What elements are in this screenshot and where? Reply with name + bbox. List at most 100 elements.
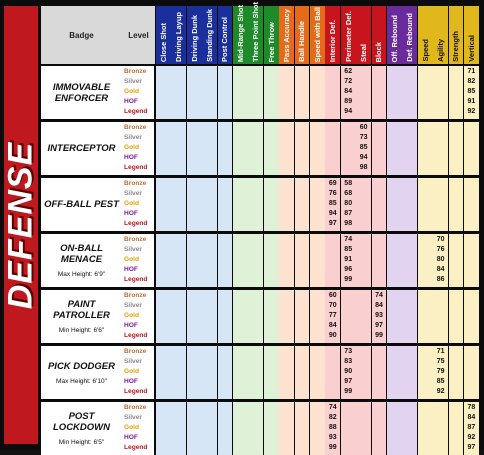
attribute-value: 78: [467, 404, 476, 411]
attribute-column: [263, 122, 279, 175]
attribute-value: 58: [344, 180, 353, 187]
attribute-column: [263, 66, 279, 119]
attribute-column: [448, 122, 464, 175]
attribute-column: [387, 290, 402, 343]
attribute-column: [310, 290, 325, 343]
attribute-value: 85: [359, 144, 368, 151]
attribute-column: [233, 346, 248, 399]
attribute-column: [356, 402, 371, 455]
attribute-value: 60: [328, 292, 337, 299]
level-label: Bronze: [124, 404, 147, 411]
header-label: Pass Accuracy: [282, 8, 292, 62]
level-label: Gold: [124, 368, 140, 375]
header-block: Block: [371, 6, 387, 64]
level-label: Silver: [124, 190, 142, 197]
header-label: Three Point Shot: [251, 2, 261, 62]
attribute-column: [233, 122, 248, 175]
attribute-column: [217, 402, 233, 455]
header-label: Driving Layup: [174, 11, 184, 62]
attribute-column: [156, 122, 171, 175]
attribute-value: 84: [375, 302, 383, 309]
attribute-column: [186, 290, 202, 343]
attribute-column: [371, 234, 387, 287]
attribute-column: [356, 122, 371, 175]
attribute-value: 79: [436, 368, 445, 375]
attribute-column: [310, 66, 325, 119]
attribute-value: 62: [344, 68, 353, 75]
badge-height-limit: Min Height: 6'5": [58, 439, 105, 446]
level-label: Bronze: [124, 292, 147, 299]
header-standing-dunk: Standing Dunk: [202, 6, 217, 64]
level-label: Gold: [124, 312, 140, 319]
attribute-column: [156, 178, 171, 231]
attribute-column: [156, 66, 171, 119]
attribute-value: 80: [436, 256, 445, 263]
attribute-column: [356, 66, 371, 119]
attribute-column: [417, 122, 433, 175]
attribute-value: 87: [344, 210, 353, 217]
badge-levels: Bronze Silver Gold HOF Legend: [122, 178, 154, 231]
header-interior-def: Interior Def.: [325, 6, 341, 64]
attribute-column: [202, 402, 217, 455]
level-label: Legend: [124, 388, 148, 395]
attribute-column: [217, 178, 233, 231]
attribute-column: [356, 290, 371, 343]
attribute-value: 87: [467, 424, 476, 431]
attribute-column: [248, 402, 264, 455]
attribute-column: [325, 346, 341, 399]
attribute-column: [340, 178, 356, 231]
attribute-value: 72: [344, 78, 353, 85]
attribute-column: [387, 178, 402, 231]
attribute-column: [310, 346, 325, 399]
attribute-value: 74: [344, 236, 353, 243]
attribute-value: 90: [328, 332, 337, 339]
level-label: HOF: [124, 154, 138, 161]
attribute-column: [217, 234, 233, 287]
attribute-column: [448, 290, 464, 343]
header-steal: Steal: [356, 6, 371, 64]
attribute-column: [464, 122, 479, 175]
attribute-column: [387, 234, 402, 287]
badge-block: ON-BALL MENACE Max Height: 6'9" Bronze Silv…: [41, 234, 481, 287]
header-label: Driving Dunk: [189, 15, 199, 62]
badge-name-cell: INTERCEPTOR: [41, 122, 122, 175]
level-label: Bronze: [124, 348, 147, 355]
attribute-column: [340, 290, 356, 343]
attribute-value: 96: [344, 266, 353, 273]
attribute-value: 91: [467, 98, 476, 105]
attribute-column: [171, 122, 187, 175]
badge-name: ON-BALL MENACE: [60, 243, 103, 265]
level-label: Legend: [124, 108, 148, 115]
attribute-value: 84: [467, 414, 476, 421]
header-pass-accuracy: Pass Accuracy: [279, 6, 294, 64]
badge-levels: Bronze Silver Gold HOF Legend: [122, 234, 154, 287]
badge-name: PAINT PATROLLER: [53, 299, 110, 321]
attribute-column: [340, 346, 356, 399]
header-label: Strength: [451, 31, 461, 62]
attribute-value: 76: [328, 190, 337, 197]
header-label: Interior Def.: [328, 19, 338, 62]
attribute-column: [294, 346, 310, 399]
attribute-value: 93: [375, 312, 383, 319]
badge-block: OFF-BALL PEST Bronze Silver Gold HOF Legend 69…: [41, 178, 481, 231]
attribute-column: [248, 178, 264, 231]
attribute-value: 99: [344, 388, 353, 395]
level-label: Silver: [124, 134, 142, 141]
level-label: Gold: [124, 200, 140, 207]
attribute-value: 98: [359, 164, 368, 171]
attribute-column: [279, 290, 294, 343]
attribute-column: [186, 346, 202, 399]
attribute-column: [186, 66, 202, 119]
level-label: Bronze: [124, 236, 147, 243]
header-driving-layup: Driving Layup: [171, 6, 187, 64]
attribute-column: [171, 290, 187, 343]
attribute-column: [217, 290, 233, 343]
attribute-column: [417, 66, 433, 119]
attribute-value: 69: [328, 180, 337, 187]
attribute-column: [448, 346, 464, 399]
level-label: Gold: [124, 144, 140, 151]
header-def-rebound: Def. Rebound: [402, 6, 418, 64]
header-label: Speed with Ball: [312, 6, 322, 62]
attribute-column: [448, 66, 464, 119]
